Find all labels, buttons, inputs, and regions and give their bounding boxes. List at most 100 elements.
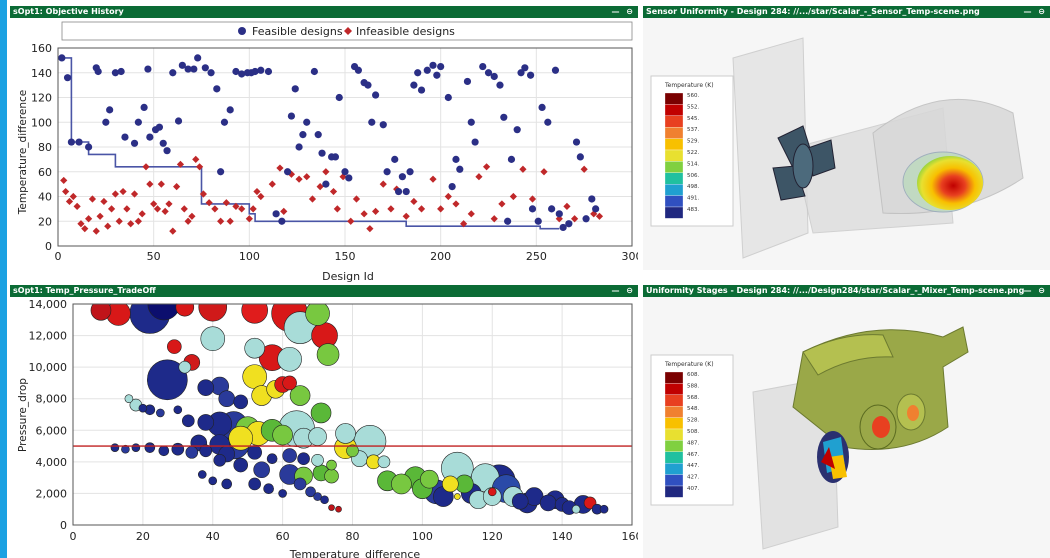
- legend-color-swatch: [664, 138, 684, 151]
- infeasible-point: [111, 190, 119, 198]
- feasible-point: [299, 131, 307, 139]
- tradeoff-bubble: [241, 304, 268, 324]
- panel-window-controls[interactable]: — ⊖: [1023, 286, 1047, 295]
- panel-window-controls[interactable]: — ⊖: [611, 7, 635, 16]
- infeasible-point: [276, 164, 284, 172]
- infeasible-point: [77, 220, 85, 228]
- panel-window-controls[interactable]: — ⊖: [1023, 7, 1047, 16]
- sensor-uniformity-panel: Sensor Uniformity - Design 284: //.../st…: [643, 6, 1050, 270]
- infeasible-point: [184, 217, 192, 225]
- feasible-point: [414, 69, 422, 77]
- feasible-point: [555, 210, 563, 218]
- feasible-point: [67, 138, 75, 146]
- infeasible-point: [498, 200, 506, 208]
- tradeoff-bubble: [316, 343, 340, 366]
- infeasible-point: [226, 217, 234, 225]
- feasible-point: [467, 118, 475, 126]
- tradeoff-bubble: [308, 427, 327, 446]
- tradeoff-bubble: [310, 402, 332, 424]
- infeasible-point: [249, 205, 257, 213]
- chart2-xtick-label: 120: [482, 530, 503, 543]
- feasible-point: [295, 143, 303, 151]
- tradeoff-bubble: [208, 476, 218, 486]
- tradeoff-bubble: [253, 461, 270, 479]
- feasible-point: [331, 153, 340, 161]
- sensor-mixer-blades: [772, 125, 836, 201]
- infeasible-point: [467, 210, 475, 218]
- feasible-point: [517, 69, 525, 77]
- chart1-ytick-label: 80: [38, 141, 52, 154]
- legend-color-swatch: [664, 485, 684, 498]
- legend-color-swatch: [664, 92, 684, 105]
- feasible-point: [565, 220, 573, 228]
- legend-value-label: 529.: [687, 139, 699, 145]
- chart2-xtick-label: 100: [412, 530, 433, 543]
- infeasible-point: [161, 207, 169, 215]
- infeasible-point: [73, 202, 81, 210]
- tradeoff-bubble: [571, 504, 581, 514]
- tradeoff-bubble: [328, 504, 335, 511]
- tradeoff-bubble: [278, 489, 287, 498]
- infeasible-point: [322, 168, 330, 176]
- legend-color-swatch: [664, 394, 684, 407]
- tradeoff-bubble: [305, 304, 330, 326]
- feasible-point: [354, 66, 362, 74]
- tradeoff-bubble: [272, 424, 293, 446]
- infeasible-point: [81, 225, 89, 233]
- feasible-point: [226, 106, 234, 114]
- tradeoff-bubble: [131, 443, 141, 452]
- feasible-point: [314, 131, 322, 139]
- tradeoff-bubble: [121, 444, 130, 454]
- feasible-point: [588, 195, 596, 203]
- chart2-xtick-label: 160: [622, 530, 639, 543]
- feasible-point: [423, 66, 431, 74]
- legend-value-label: 467.: [687, 452, 699, 458]
- mixer-render: Temperature (K) 608. 588. 568. 548. 528. 508.…: [650, 326, 969, 550]
- infeasible-point: [146, 180, 154, 188]
- infeasible-point: [107, 205, 116, 213]
- objective-history-titlebar: sOpt1: Objective History — ⊖: [10, 6, 638, 18]
- legend-color-swatch: [664, 184, 684, 196]
- legend-feasible-marker: [238, 27, 246, 35]
- legend-color-swatch: [664, 440, 684, 452]
- legend-value-label: 491.: [687, 196, 699, 202]
- infeasible-point: [195, 163, 204, 171]
- tradeoff-bubble: [158, 445, 170, 457]
- legend-value-label: 545.: [687, 116, 699, 122]
- feasible-point: [163, 147, 171, 155]
- tradeoff-titlebar: sOpt1: Temp_Pressure_TradeOff — ⊖: [10, 285, 638, 297]
- tradeoff-bubble: [297, 452, 310, 465]
- chart2-xtick-label: 80: [346, 530, 360, 543]
- infeasible-point: [316, 183, 324, 191]
- tradeoff-bubble: [487, 487, 497, 497]
- tradeoff-title: sOpt1: Temp_Pressure_TradeOff: [13, 286, 156, 295]
- legend-color-swatch: [664, 161, 684, 173]
- infeasible-point: [333, 205, 341, 213]
- tradeoff-bubble: [599, 504, 609, 514]
- infeasible-point: [176, 160, 185, 168]
- infeasible-point: [379, 180, 387, 188]
- objective-history-title: sOpt1: Objective History: [13, 7, 124, 16]
- tradeoff-bubble: [178, 360, 192, 374]
- panel-window-controls[interactable]: — ⊖: [611, 286, 635, 295]
- tradeoff-bubble: [282, 448, 297, 463]
- feasible-point: [322, 180, 330, 188]
- tradeoff-bubble: [228, 425, 253, 451]
- infeasible-point: [96, 212, 104, 220]
- legend-color-swatch: [664, 104, 684, 116]
- infeasible-point: [402, 212, 410, 220]
- tradeoff-bubble: [147, 359, 188, 401]
- chart1-xtick-label: 0: [55, 250, 62, 263]
- legend-value-label: 487.: [687, 440, 699, 446]
- feasible-point: [402, 187, 410, 196]
- uniformity-stages-title: Uniformity Stages - Design 284: //.../De…: [646, 286, 1025, 295]
- feasible-point: [551, 66, 560, 74]
- chart1-xtick-label: 200: [430, 250, 451, 263]
- feasible-point: [58, 54, 66, 62]
- legend-value-label: 514.: [687, 161, 699, 167]
- chart2-frame: [72, 303, 633, 526]
- chart1-xtick-label: 150: [335, 250, 356, 263]
- chart2-xlabel: Temperature_difference: [289, 548, 421, 558]
- chart2-ytick-label: 10,000: [29, 361, 68, 374]
- mixer-blades: [817, 431, 849, 483]
